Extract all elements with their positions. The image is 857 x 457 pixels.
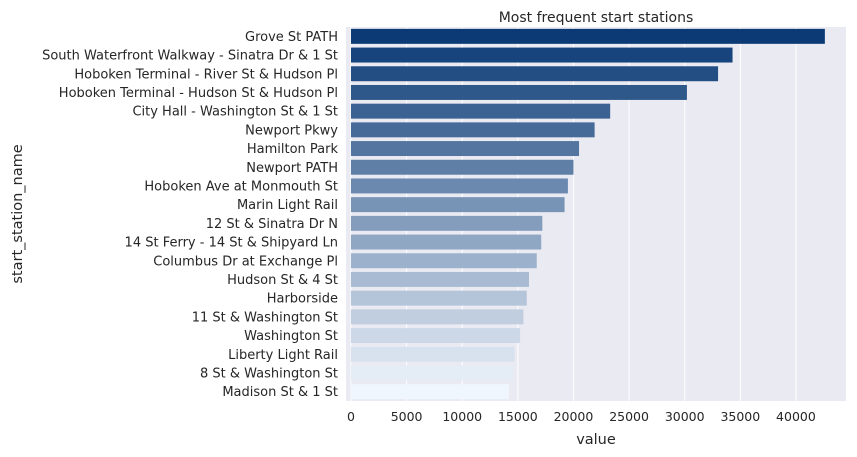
bar bbox=[351, 197, 565, 213]
y-tick-label: Hoboken Terminal - River St & Hudson Pl bbox=[74, 67, 338, 82]
y-tick-label: Madison St & 1 St bbox=[222, 385, 338, 400]
x-tick-label: 40000 bbox=[776, 409, 816, 424]
x-tick-label: 25000 bbox=[609, 409, 649, 424]
bar bbox=[351, 103, 611, 119]
bar bbox=[351, 122, 595, 138]
x-tick-label: 5000 bbox=[391, 409, 423, 424]
y-tick-label: Marin Light Rail bbox=[237, 198, 338, 213]
bar bbox=[351, 66, 719, 82]
bar bbox=[351, 290, 527, 306]
chart-title: Most frequent start stations bbox=[499, 10, 694, 26]
y-tick-label: Liberty Light Rail bbox=[228, 348, 338, 363]
bar bbox=[351, 84, 687, 100]
bar bbox=[351, 253, 537, 269]
y-tick-label: Hamilton Park bbox=[247, 142, 339, 157]
y-tick-label: Newport Pkwy bbox=[245, 123, 338, 138]
x-tick-label: 20000 bbox=[554, 409, 594, 424]
bar bbox=[351, 159, 574, 175]
bar bbox=[351, 346, 515, 362]
y-tick-label: Hoboken Terminal - Hudson St & Hudson Pl bbox=[59, 86, 338, 101]
y-tick-label: 12 St & Sinatra Dr N bbox=[206, 217, 338, 232]
y-tick-label: Newport PATH bbox=[246, 161, 338, 176]
bars bbox=[351, 28, 825, 400]
y-tick-label: Harborside bbox=[267, 292, 338, 307]
plot-background bbox=[346, 27, 846, 401]
x-tick-label: 10000 bbox=[442, 409, 482, 424]
x-tick-label: 35000 bbox=[720, 409, 760, 424]
bar bbox=[351, 271, 529, 287]
y-tick-label: Hudson St & 4 St bbox=[227, 273, 338, 288]
y-tick-label: Grove St PATH bbox=[245, 30, 338, 45]
bar bbox=[351, 384, 509, 400]
y-tick-label: 8 St & Washington St bbox=[200, 366, 338, 381]
bar bbox=[351, 328, 521, 344]
bar bbox=[351, 141, 580, 157]
y-axis-label: start_station_name bbox=[10, 144, 26, 283]
y-tick-label: City Hall - Washington St & 1 St bbox=[132, 105, 338, 120]
y-tick-label: South Waterfront Walkway - Sinatra Dr & … bbox=[42, 49, 338, 64]
x-tick-label: 15000 bbox=[498, 409, 538, 424]
y-tick-label: Columbus Dr at Exchange Pl bbox=[153, 254, 338, 269]
bar bbox=[351, 47, 733, 63]
bar bbox=[351, 28, 825, 44]
x-axis-label: value bbox=[576, 432, 616, 448]
x-tick-label: 30000 bbox=[665, 409, 705, 424]
x-tick-labels: 0 5000 10000 15000 20000 25000 30000 35000 40000 bbox=[347, 409, 816, 424]
y-tick-label: 11 St & Washington St bbox=[192, 310, 338, 325]
bar bbox=[351, 215, 543, 231]
y-tick-label: Washington St bbox=[244, 329, 338, 344]
bar bbox=[351, 309, 524, 325]
x-tick-label: 0 bbox=[347, 409, 355, 424]
bar bbox=[351, 234, 542, 250]
bar bbox=[351, 178, 568, 194]
y-tick-label: Hoboken Ave at Monmouth St bbox=[144, 179, 338, 194]
y-tick-labels: Grove St PATH South Waterfront Walkway - … bbox=[42, 30, 338, 400]
y-tick-label: 14 St Ferry - 14 St & Shipyard Ln bbox=[125, 236, 338, 251]
bar bbox=[351, 365, 514, 381]
